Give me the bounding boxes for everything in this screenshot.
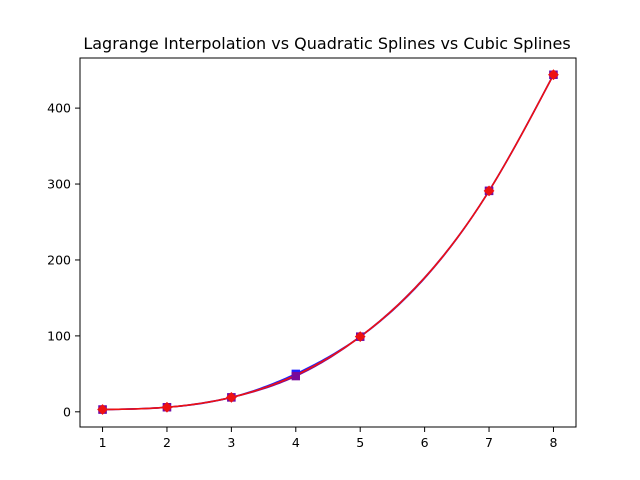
y-tick-label: 400 xyxy=(47,101,71,116)
y-tick-label: 200 xyxy=(47,252,71,267)
x-tick-label: 5 xyxy=(356,435,364,450)
series-3-point xyxy=(97,404,108,415)
series-3-point xyxy=(483,185,495,197)
series-2-point xyxy=(291,371,300,381)
series-3-point xyxy=(354,331,366,343)
y-tick-label: 0 xyxy=(63,404,71,419)
x-tick-label: 3 xyxy=(227,435,235,450)
series-3-point xyxy=(161,401,173,413)
x-tick-label: 1 xyxy=(99,435,107,450)
x-tick-label: 2 xyxy=(163,435,171,450)
y-tick-label: 100 xyxy=(47,328,71,343)
x-tick-label: 7 xyxy=(485,435,493,450)
x-tick-label: 4 xyxy=(292,435,300,450)
x-tick-label: 6 xyxy=(421,435,429,450)
chart-title: Lagrange Interpolation vs Quadratic Spli… xyxy=(83,34,570,53)
x-tick-label: 8 xyxy=(549,435,557,450)
axes-frame xyxy=(79,57,577,428)
plot-area: 1 2 3 4 5 6 7 8 0 100 200 300 400 xyxy=(47,57,577,450)
y-tick-label: 300 xyxy=(47,177,71,192)
series-3-point xyxy=(548,69,559,81)
series-3-point xyxy=(225,391,237,403)
series-3-line xyxy=(102,74,555,411)
